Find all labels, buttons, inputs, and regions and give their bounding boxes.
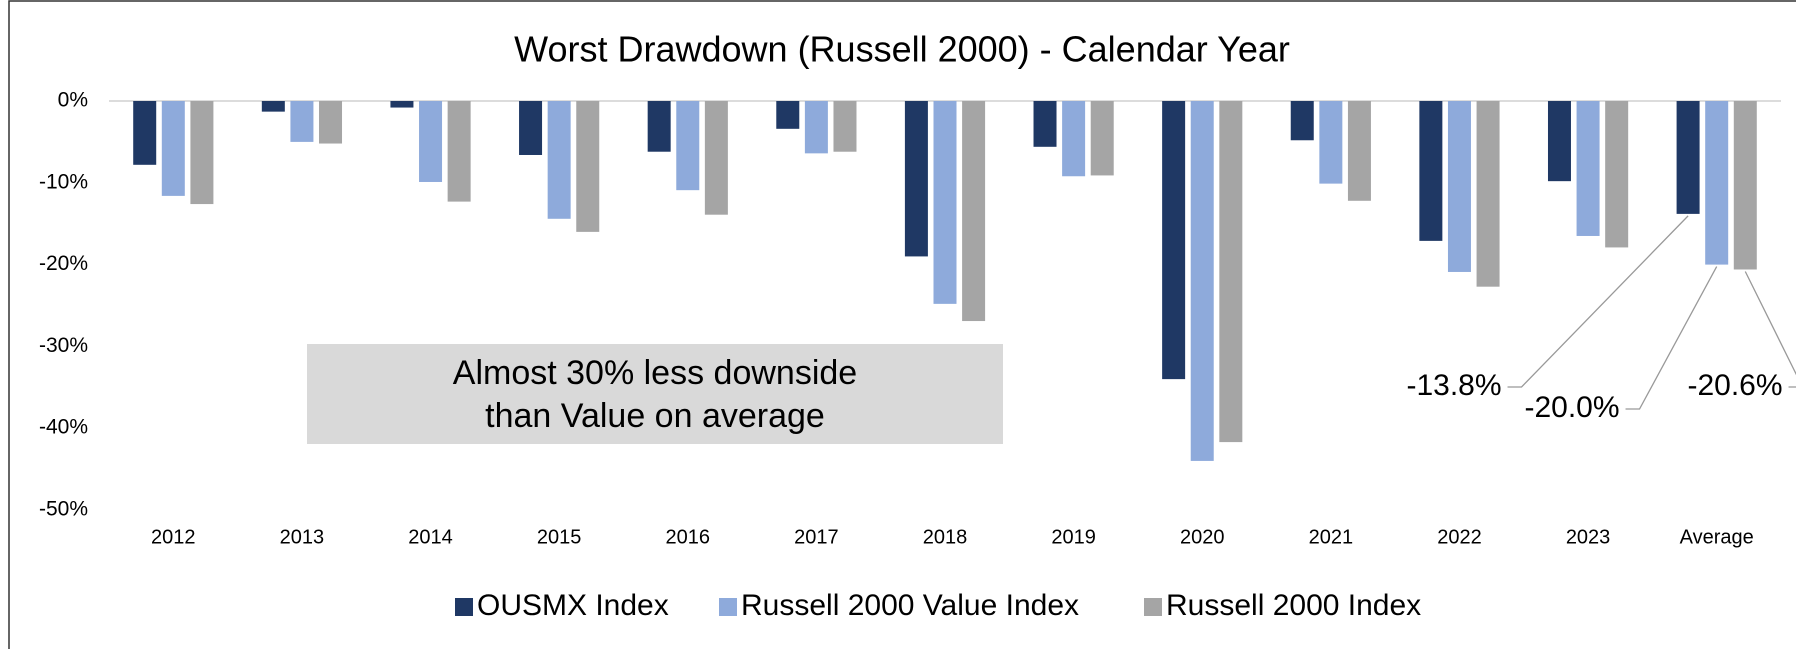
bar [776,101,800,129]
bar [1605,101,1629,248]
annotation-box [307,344,1003,444]
bar [1476,101,1500,287]
bar [704,101,728,215]
x-tick-label: 2014 [408,526,453,548]
bar [319,101,343,144]
x-tick-label: 2023 [1566,526,1611,548]
bar [190,101,214,205]
bar [290,101,314,142]
bar [962,101,986,322]
x-tick-label: 2015 [537,526,582,548]
bar [1347,101,1371,201]
data-label: -13.8% [1406,369,1501,402]
bar [133,101,157,165]
bar [833,101,857,152]
y-tick-label: -40% [39,416,88,439]
bar [1676,101,1700,214]
x-tick-label: 2012 [151,526,196,548]
x-tick-label: 2016 [666,526,711,548]
chart-title: Worst Drawdown (Russell 2000) - Calendar… [514,29,1290,70]
legend-label: OUSMX Index [477,589,669,622]
chart-frame [8,0,1796,649]
bar [1419,101,1443,241]
bar [1162,101,1186,380]
data-label: -20.6% [1687,369,1782,402]
bar [1547,101,1571,182]
x-tick-label: 2022 [1437,526,1482,548]
annotation: Almost 30% less downside [453,354,857,392]
leader-line [1507,215,1689,388]
bar [1705,101,1729,265]
bar [390,101,414,108]
bar [676,101,700,191]
x-tick-label: 2018 [923,526,968,548]
legend-label: Russell 2000 Index [1166,589,1421,622]
bar [1033,101,1057,147]
x-tick-label: 2021 [1309,526,1354,548]
y-tick-label: -20% [39,252,88,275]
y-tick-label: 0% [58,89,88,112]
legend-swatch [455,598,473,616]
annotation: than Value on average [485,397,825,435]
bar [447,101,471,202]
bar [1219,101,1243,443]
bar [161,101,185,196]
bar [1062,101,1086,177]
bar [1190,101,1214,461]
bar [804,101,828,154]
bar [1447,101,1471,272]
y-tick-label: -50% [39,498,88,521]
y-tick-label: -30% [39,334,88,357]
bar [261,101,285,112]
x-tick-label: 2020 [1180,526,1225,548]
legend-label: Russell 2000 Value Index [741,589,1079,622]
bar [1290,101,1314,141]
leader-line [1625,266,1718,410]
x-tick-label: 2017 [794,526,839,548]
bar [904,101,928,257]
bar [647,101,671,152]
bar [519,101,543,155]
bar [1733,101,1757,270]
bar [1090,101,1114,176]
y-tick-label: -10% [39,170,88,193]
data-label: -20.0% [1524,391,1619,424]
x-tick-label: 2019 [1051,526,1096,548]
bar [419,101,443,182]
bar [1319,101,1343,184]
x-tick-label: 2013 [280,526,325,548]
bar [1576,101,1600,236]
legend-swatch [1144,598,1162,616]
bar [547,101,571,219]
legend-swatch [719,598,737,616]
leader-line [1744,271,1796,388]
x-tick-label: Average [1680,526,1754,548]
bar [933,101,957,304]
bar [576,101,600,232]
